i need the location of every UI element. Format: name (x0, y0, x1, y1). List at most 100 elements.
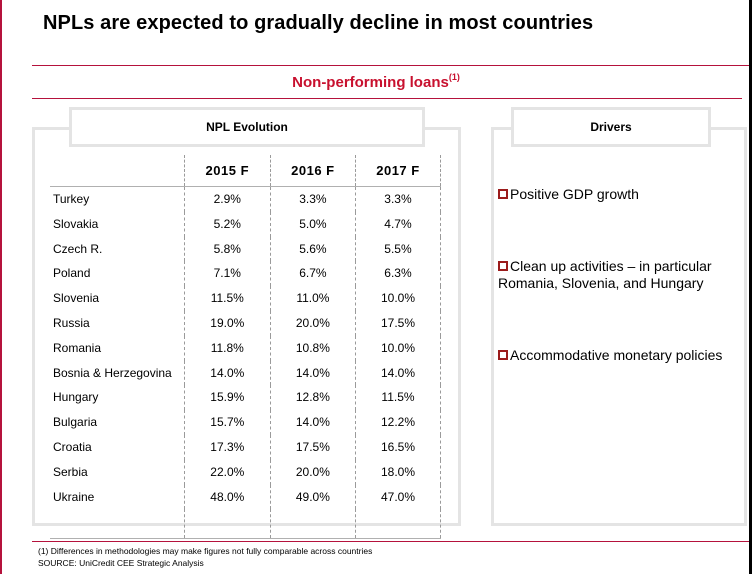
npl-table: 2015 F 2016 F 2017 F Turkey 2.9% 3.3% 3.3% S… (50, 155, 441, 540)
table-header-row: 2015 F 2016 F 2017 F (50, 155, 441, 187)
country-name: Hungary (53, 390, 99, 405)
npl-value-2017: 47.0% (355, 484, 441, 510)
section-divider (32, 98, 742, 99)
table-row: Hungary 15.9% 12.8% 11.5% (50, 385, 441, 411)
npl-value-2016: 14.0% (269, 360, 356, 386)
table-row: Ukraine 48.0% 49.0% 47.0% (50, 484, 441, 510)
npl-value-2017: 17.5% (355, 310, 441, 336)
npl-value-2017: 14.0% (355, 360, 441, 386)
table-row: Slovakia 5.2% 5.0% 4.7% (50, 211, 441, 237)
header-2016: 2016 F (269, 155, 356, 186)
npl-value-2017: 10.0% (355, 335, 441, 361)
npl-value-2016: 5.0% (269, 211, 356, 237)
footnote-marker: (1) (448, 72, 460, 82)
country-name: Poland (53, 266, 91, 281)
npl-value-2016: 17.5% (269, 434, 356, 460)
country-name: Slovenia (53, 291, 100, 306)
npl-value-2016: 20.0% (269, 459, 356, 485)
spacer-cell (50, 509, 184, 538)
npl-evolution-panel (32, 127, 461, 526)
npl-value-2015: 15.9% (184, 385, 270, 411)
table-row: Czech R. 5.8% 5.6% 5.5% (50, 236, 441, 262)
table-row: Slovenia 11.5% 11.0% 10.0% (50, 286, 441, 311)
npl-value-2015: 17.3% (184, 434, 270, 460)
driver-item: Clean up activities – in particular Roma… (498, 258, 738, 292)
npl-value-2015: 11.5% (184, 286, 270, 311)
table-row: Poland 7.1% 6.7% 6.3% (50, 261, 441, 287)
npl-value-2015: 2.9% (184, 187, 270, 212)
npl-value-2017: 18.0% (355, 459, 441, 485)
table-row: Turkey 2.9% 3.3% 3.3% (50, 187, 441, 212)
driver-text: Positive GDP growth (510, 186, 639, 202)
header-country (50, 155, 184, 186)
table-row: Bosnia & Herzegovina 14.0% 14.0% 14.0% (50, 360, 441, 386)
driver-text: Accommodative monetary policies (510, 347, 723, 363)
table-row: Romania 11.8% 10.8% 10.0% (50, 335, 441, 361)
npl-value-2017: 6.3% (355, 261, 441, 287)
top-divider (32, 65, 749, 66)
left-accent-border (0, 0, 2, 574)
section-title-text: Non-performing loans (292, 74, 449, 91)
spacer-cell (269, 509, 356, 539)
page-title: NPLs are expected to gradually decline i… (43, 12, 594, 34)
npl-value-2017: 11.5% (355, 385, 441, 411)
hollow-square-bullet-icon (498, 261, 508, 271)
driver-text: Clean up activities – in particular Roma… (498, 258, 712, 291)
npl-value-2016: 3.3% (269, 187, 356, 212)
npl-value-2016: 6.7% (269, 261, 356, 287)
npl-value-2017: 3.3% (355, 187, 441, 212)
npl-value-2015: 5.8% (184, 236, 270, 262)
npl-value-2017: 16.5% (355, 434, 441, 460)
npl-value-2017: 12.2% (355, 410, 441, 435)
section-title: Non-performing loans(1) (0, 72, 752, 91)
country-name: Bulgaria (53, 415, 98, 430)
npl-value-2015: 14.0% (184, 360, 270, 386)
driver-item: Accommodative monetary policies (498, 347, 722, 364)
table-body: Turkey 2.9% 3.3% 3.3% Slovakia 5.2% 5.0% 4.7% Cz… (50, 187, 441, 510)
npl-value-2015: 7.1% (184, 261, 270, 287)
npl-value-2016: 5.6% (269, 236, 356, 262)
npl-value-2016: 12.8% (269, 385, 356, 411)
header-2015: 2015 F (184, 155, 270, 186)
npl-value-2016: 10.8% (269, 335, 356, 361)
table-row: Serbia 22.0% 20.0% 18.0% (50, 459, 441, 485)
hollow-square-bullet-icon (498, 189, 508, 199)
table-row: Russia 19.0% 20.0% 17.5% (50, 310, 441, 336)
footer-divider (32, 541, 749, 542)
table-row: Bulgaria 15.7% 14.0% 12.2% (50, 410, 441, 435)
country-name: Romania (53, 340, 102, 355)
country-name: Czech R. (53, 241, 103, 256)
npl-value-2015: 48.0% (184, 484, 270, 510)
npl-value-2015: 5.2% (184, 211, 270, 237)
npl-value-2017: 10.0% (355, 286, 441, 311)
npl-value-2016: 14.0% (269, 410, 356, 435)
table-row: Croatia 17.3% 17.5% 16.5% (50, 434, 441, 460)
npl-value-2015: 11.8% (184, 335, 270, 361)
npl-value-2016: 20.0% (269, 310, 356, 336)
right-edge-strip (749, 0, 752, 574)
drivers-panel (491, 127, 747, 526)
hollow-square-bullet-icon (498, 350, 508, 360)
source-text: SOURCE: UniCredit CEE Strategic Analysis (38, 557, 204, 568)
spacer-cell (355, 509, 441, 539)
npl-value-2016: 49.0% (269, 484, 356, 510)
country-name: Bosnia & Herzegovina (53, 365, 172, 380)
country-name: Slovakia (53, 216, 99, 231)
drivers-header: Drivers (511, 107, 711, 147)
header-2017: 2017 F (355, 155, 441, 186)
spacer-cell (184, 509, 270, 539)
npl-evolution-header: NPL Evolution (69, 107, 425, 147)
footnote-text: (1) Differences in methodologies may mak… (38, 546, 373, 556)
country-name: Ukraine (53, 489, 95, 504)
npl-value-2015: 19.0% (184, 310, 270, 336)
npl-value-2015: 15.7% (184, 410, 270, 435)
driver-item: Positive GDP growth (498, 186, 639, 203)
country-name: Croatia (53, 439, 92, 454)
npl-value-2016: 11.0% (269, 286, 356, 311)
npl-value-2015: 22.0% (184, 459, 270, 485)
npl-value-2017: 4.7% (355, 211, 441, 237)
country-name: Russia (53, 315, 90, 330)
country-name: Serbia (53, 464, 88, 479)
npl-value-2017: 5.5% (355, 236, 441, 262)
country-name: Turkey (53, 192, 90, 206)
